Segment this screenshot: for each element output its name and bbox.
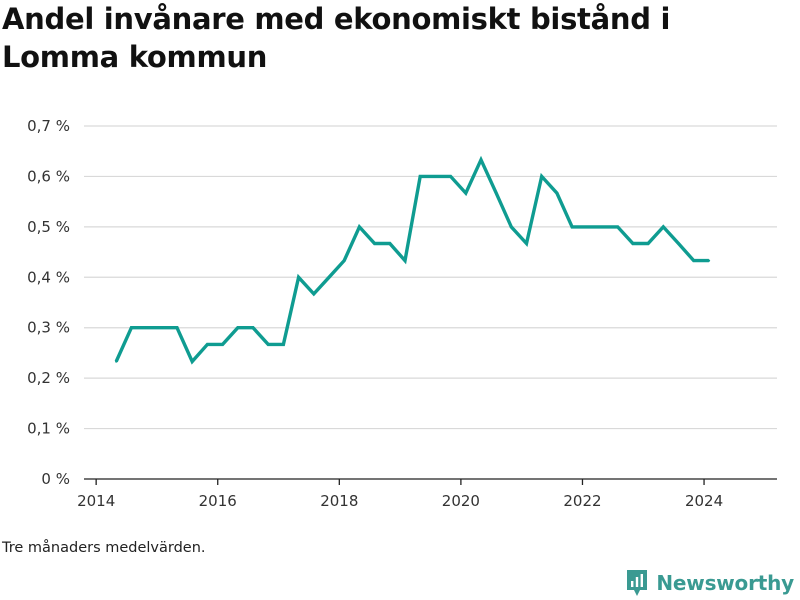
data-point [282,343,285,346]
data-point [160,326,164,329]
x-tick-label: 2022 [563,492,601,510]
data-point [373,242,376,245]
data-point [677,242,680,245]
data-point [616,225,619,229]
data-point [631,242,635,245]
y-tick-label: 0,1 % [27,420,70,438]
data-point [236,326,239,329]
data-point [570,225,574,229]
data-point [540,175,543,178]
data-point [418,175,422,178]
data-point [342,259,346,262]
data-point [130,326,133,329]
data-point [586,225,589,229]
data-point [479,158,483,161]
data-point [494,191,498,195]
x-tick-label: 2024 [685,492,723,510]
data-point [206,343,209,346]
data-point [601,225,604,229]
y-tick-label: 0,4 % [27,268,70,286]
data-point [403,259,407,262]
x-tick-label: 2020 [442,492,480,510]
footnote: Tre månaders medelvärden. [2,540,206,556]
data-point [510,225,513,229]
y-tick-label: 0,6 % [27,167,70,185]
data-point [388,242,391,245]
data-point [251,326,255,329]
data-point [145,326,148,329]
brand-name: Newsworthy [656,571,794,595]
brand-logo: Newsworthy [625,568,794,598]
x-tick-labels: 2014 2016 2018 2020 2022 2024 [77,492,723,510]
data-point [449,175,452,178]
newsworthy-logo-icon [627,570,648,596]
data-point [266,343,270,346]
data-point [312,292,315,296]
data-point [191,360,194,363]
data-point [555,191,559,195]
data-point [221,343,224,346]
data-point [525,242,528,245]
data-point [692,259,695,262]
data-point [115,360,118,363]
x-tick-label: 2014 [77,492,115,510]
data-series [114,155,711,365]
y-tick-labels: 0 % 0,1 % 0,2 % 0,3 % 0,4 % 0,5 % 0,6 % 0,7 % [27,117,70,488]
y-tick-label: 0 % [41,470,70,488]
data-point [707,259,711,262]
data-point [175,326,179,329]
data-point [297,276,300,279]
data-point [646,242,650,245]
data-point [464,191,467,195]
y-tick-label: 0,3 % [27,319,70,337]
data-point [434,175,437,178]
data-point [327,276,331,279]
gridlines [84,125,777,430]
series-line [114,155,709,365]
x-tick-label: 2016 [199,492,237,510]
chart-title: Andel invånare med ekonomiskt bistånd i … [2,2,671,74]
x-axis [84,478,777,485]
x-tick-label: 2018 [320,492,358,510]
y-tick-label: 0,7 % [27,117,70,135]
y-tick-label: 0,2 % [27,369,70,387]
y-tick-label: 0,5 % [27,218,70,236]
data-point [358,225,361,229]
data-point [662,225,665,229]
